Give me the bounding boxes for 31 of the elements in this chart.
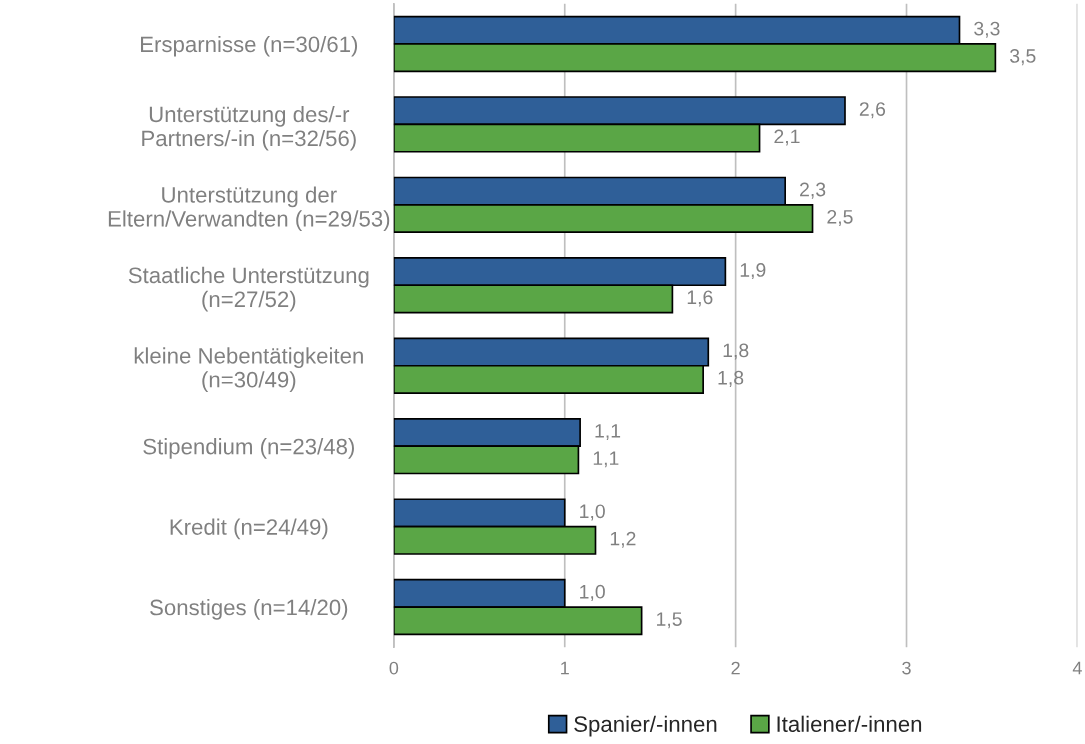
data-label: 1,0: [580, 504, 605, 521]
y-tick-label: Staatliche Unterstützung (n=27/52): [128, 266, 369, 312]
y-tick-label: Unterstützung der Eltern/Verwandten (n=29/53): [108, 186, 390, 232]
x-tick-label: 3: [902, 661, 911, 675]
x-tick-label: 2: [731, 661, 740, 675]
data-label: 2,1: [774, 129, 800, 146]
y-tick-label: Unterstützung des/-r Partners/-in (n=32/56): [142, 105, 356, 151]
y-tick-label: Sonstiges (n=14/20): [150, 599, 348, 620]
data-label: 1,1: [595, 424, 621, 441]
y-tick-label: Ersparnisse (n=30/61): [141, 35, 358, 57]
legend-label: Italiener/-innen: [777, 715, 922, 732]
data-label: 1,6: [687, 290, 713, 307]
data-label: 3,3: [974, 21, 1000, 38]
y-tick-label: Kredit (n=24/49): [170, 518, 328, 540]
data-label: 1,0: [580, 584, 605, 601]
data-label: 1,8: [718, 370, 744, 387]
x-tick-label: 1: [561, 661, 569, 675]
data-label: 1,9: [740, 263, 766, 280]
data-label: 3,5: [1010, 49, 1036, 66]
data-label: 2,5: [827, 209, 853, 227]
data-label: 1,5: [657, 612, 682, 629]
y-tick-label: kleine Nebentätigkeiten (n=30/49): [134, 347, 363, 392]
data-label: 2,6: [859, 102, 886, 119]
x-tick-label: 4: [1072, 661, 1082, 675]
data-label: 1,1: [593, 451, 619, 468]
data-label: 2,3: [800, 182, 826, 199]
data-label: 1,2: [610, 531, 636, 548]
y-tick-label: Stipendium (n=23/48): [143, 438, 354, 459]
legend-label: Spanier/-innen: [574, 715, 717, 737]
data-label: 1,8: [723, 343, 749, 360]
x-tick-label: 0: [389, 661, 399, 675]
